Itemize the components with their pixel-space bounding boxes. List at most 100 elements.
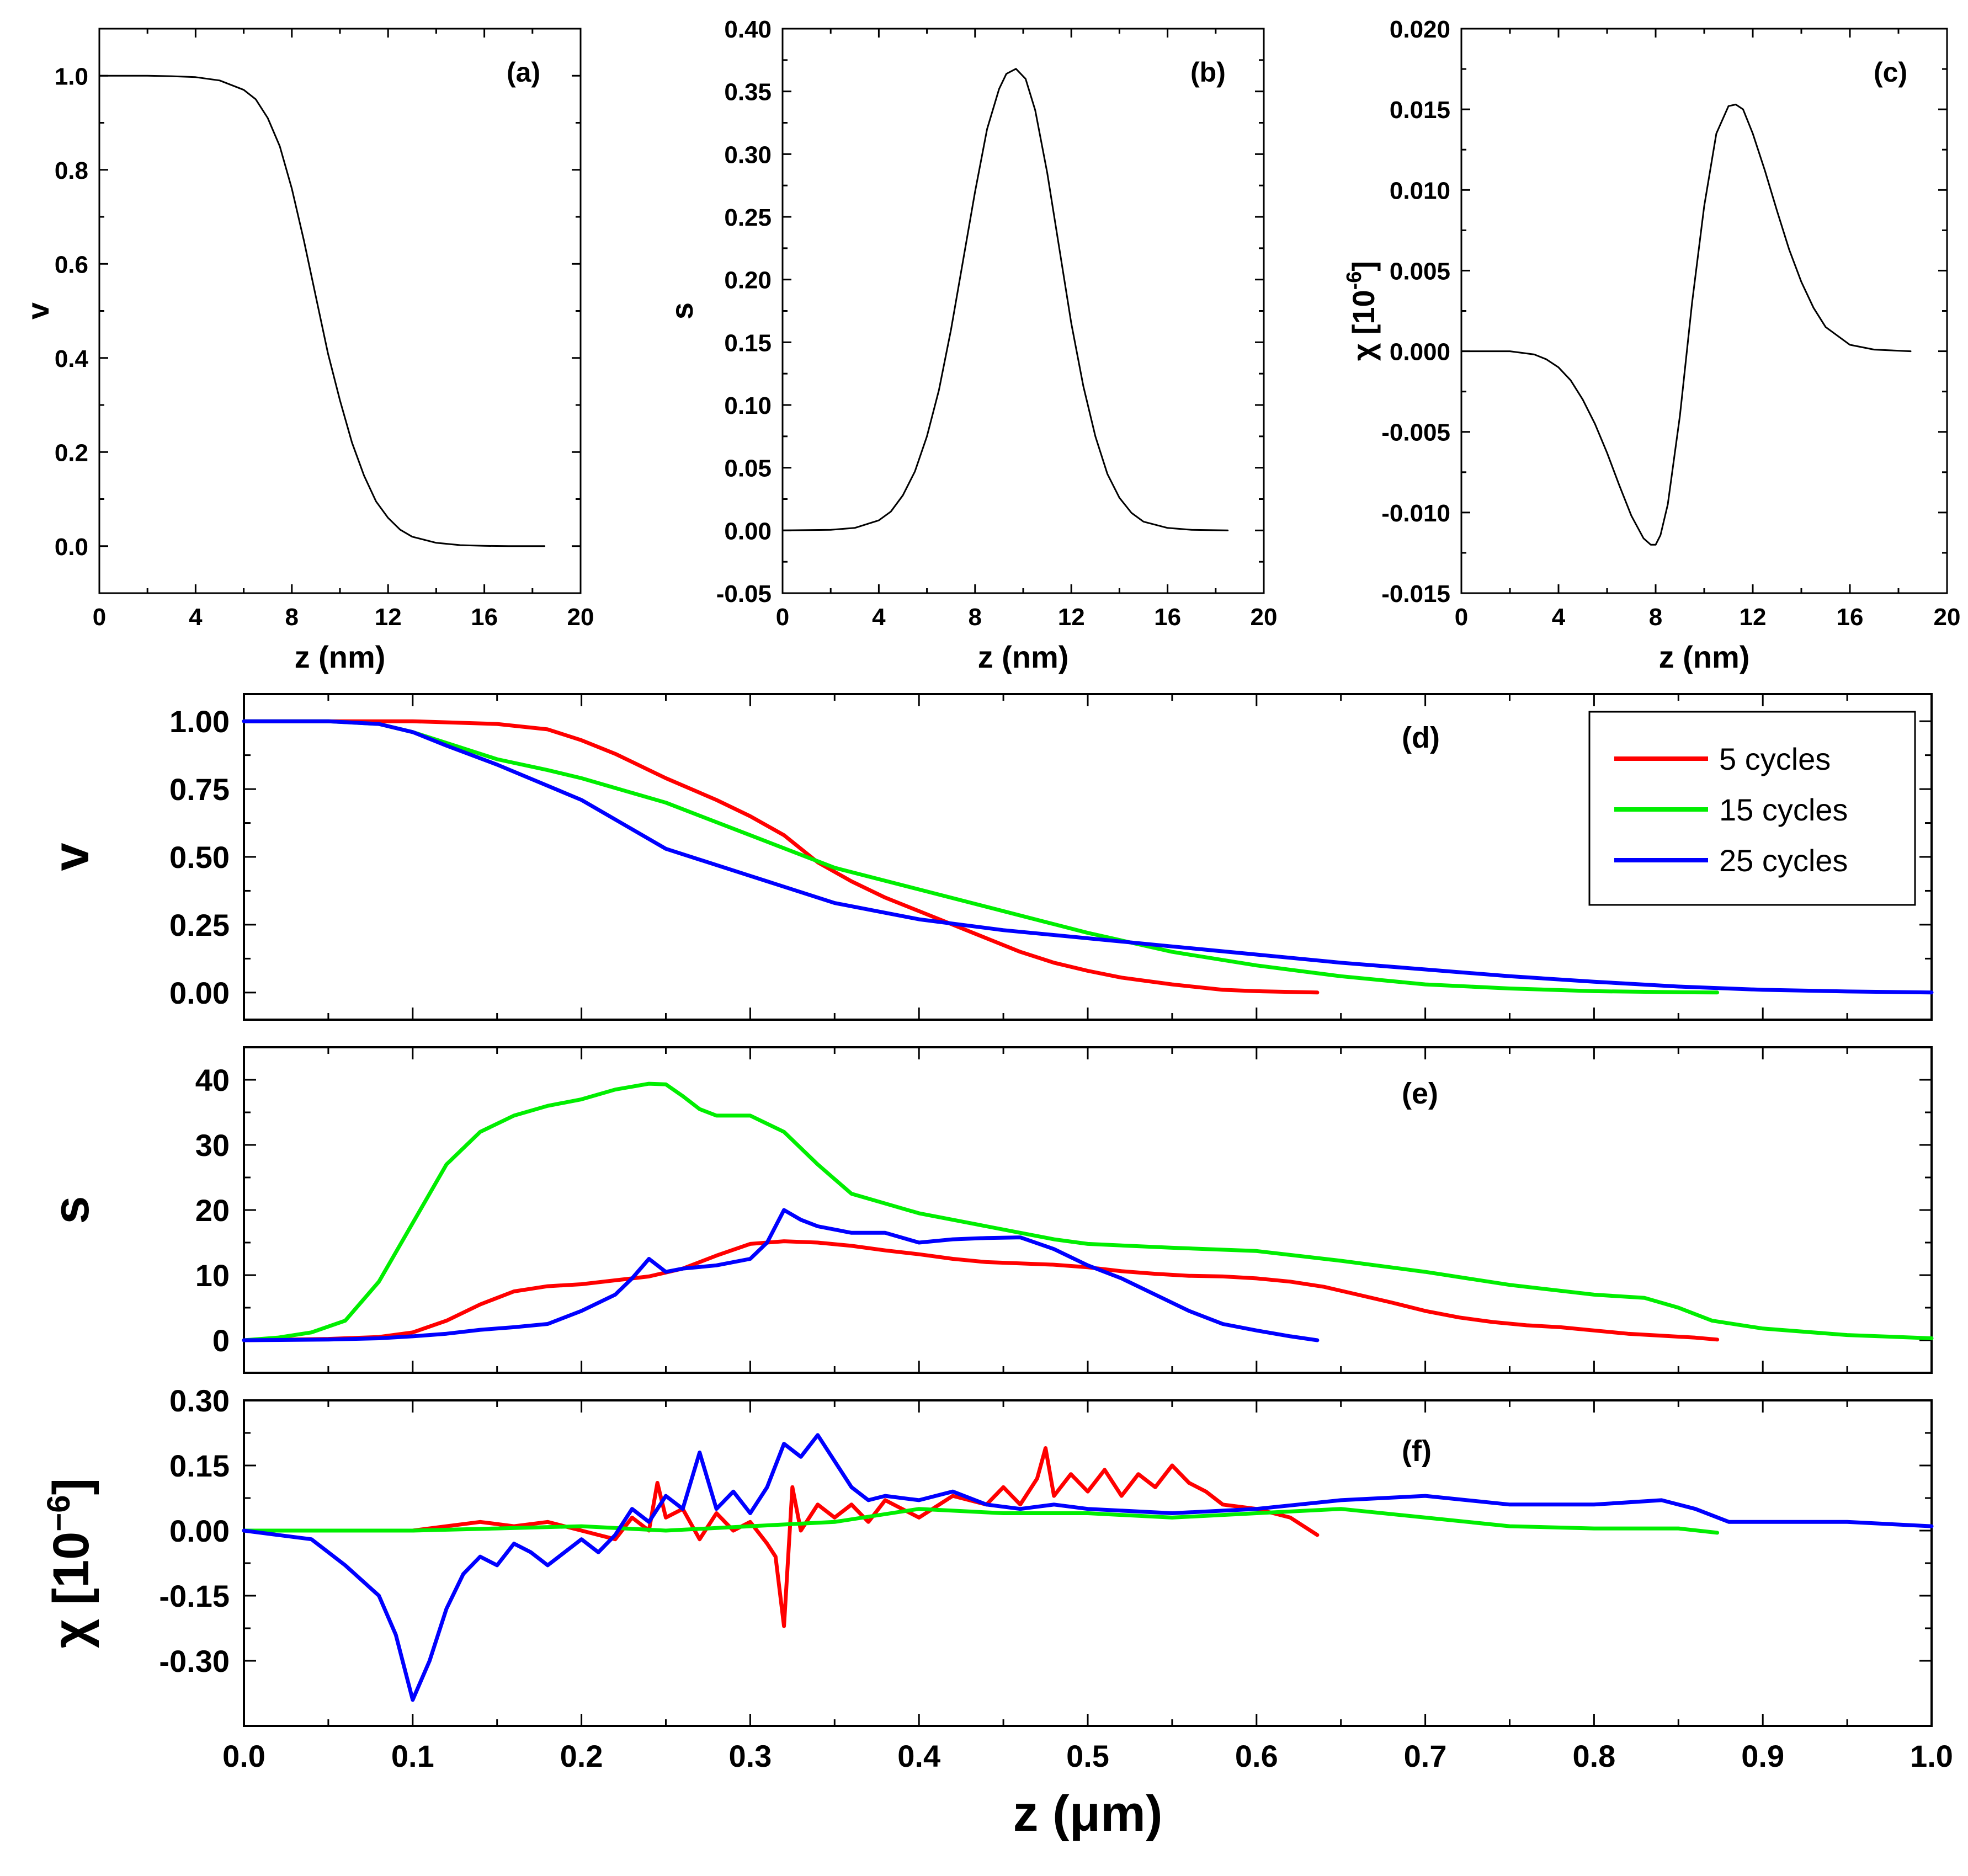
y-axis-label-e: s [43,1196,99,1224]
y-tick-label-f: 0.30 [169,1383,230,1418]
x-tick-label-b: 20 [1251,604,1278,631]
series-line-d-25-cycles [242,719,1934,995]
legend-label: 5 cycles [1719,742,1831,776]
x-tick-label-a: 0 [93,604,106,631]
legend-label: 15 cycles [1719,792,1848,827]
y-axis-label-c: χ [10-6] [1343,261,1381,361]
y-tick-label-e: 0 [212,1323,230,1358]
series-line-d-15-cycles [242,719,1720,995]
y-tick-label-d: 1.00 [169,704,230,739]
y-tick-label-b: 0.10 [724,392,772,419]
series-line-d-5-cycles [242,719,1320,995]
x-tick-label-c: 4 [1552,604,1566,631]
y-tick-label-b: 0.30 [724,141,772,168]
y-tick-label-b: 0.15 [724,329,772,356]
y-axis-label-d: v [43,843,99,871]
y-tick-label-d: 0.25 [169,908,230,942]
series-line-c-chi [1460,103,1912,546]
legend-label: 25 cycles [1719,843,1848,878]
x-tick-label-a: 4 [189,604,203,631]
x-tick-label-c: 8 [1649,604,1662,631]
plot-frame-e [243,1046,1933,1374]
x-tick-label-b: 16 [1154,604,1181,631]
x-tick-label-a: 12 [375,604,402,631]
panel-d: 0.00 0.25 0.50 0.75 1.00 v (d) 5 cycles 15 cycle… [43,693,1934,1021]
y-tick-label-f: 0.15 [169,1448,230,1483]
series-line-f-25-cycles [242,1433,1934,1702]
x-tick-label-c: 12 [1740,604,1767,631]
x-tick-label-f: 0.6 [1235,1739,1278,1773]
series-line-b-s [781,68,1229,531]
panel-label-d: (d) [1402,721,1440,754]
x-tick-label-b: 0 [776,604,789,631]
y-tick-label-f: -0.30 [159,1644,230,1678]
x-axis-label-c: z (nm) [1659,639,1750,674]
y-tick-label-a: 0.0 [55,534,88,561]
y-tick-label-c: -0.015 [1381,580,1450,607]
y-tick-label-d: 0.00 [169,976,230,1010]
y-tick-label-b: -0.05 [716,580,772,607]
x-tick-label-f: 0.1 [391,1739,434,1773]
y-tick-label-f: 0.00 [169,1513,230,1548]
y-tick-label-a: 0.8 [55,157,88,184]
y-tick-label-a: 0.6 [55,251,88,278]
y-tick-label-c: 0.000 [1390,339,1450,366]
x-tick-label-c: 20 [1934,604,1961,631]
series-line-e-5-cycles [242,1239,1720,1342]
legend: 5 cycles 15 cycles 25 cycles [1588,711,1916,906]
y-tick-label-b: 0.20 [724,267,772,294]
panel-b: 0 4 8 12 16 20 -0.05 0.00 0.05 0.10 0.15 0.20 0.25 0.… [664,16,1277,674]
x-tick-label-f: 0.7 [1404,1739,1447,1773]
x-tick-label-a: 20 [567,604,594,631]
y-tick-label-e: 20 [195,1193,230,1228]
x-tick-label-f: 0.4 [897,1739,940,1773]
x-axis-label-b: z (nm) [978,639,1069,674]
y-tick-label-d: 0.50 [169,840,230,875]
y-tick-label-c: 0.020 [1390,16,1450,43]
x-tick-label-f: 0.0 [222,1739,265,1773]
y-tick-label-a: 1.0 [55,63,88,90]
x-tick-label-b: 8 [969,604,982,631]
plot-frame-b [781,28,1265,594]
panel-a: 0 4 8 12 16 20 0.0 0.2 0.4 0.6 0.8 1.0 z (nm) v (a) [20,28,594,674]
y-tick-label-a: 0.2 [55,439,88,466]
y-tick-label-c: -0.005 [1381,419,1450,446]
x-tick-label-a: 8 [285,604,299,631]
x-tick-label-b: 4 [872,604,886,631]
panel-label-c: (c) [1874,57,1907,88]
x-axis-label-a: z (nm) [295,639,386,674]
panel-f: 0.0 0.1 0.2 0.3 0.4 0.5 0.6 0.7 0.8 0.9 1.0 -0.30 -0… [41,1383,1953,1842]
y-tick-label-c: -0.010 [1381,500,1450,527]
x-axis-label-f: z (μm) [1013,1786,1163,1842]
series-line-e-25-cycles [242,1208,1320,1342]
y-tick-label-d: 0.75 [169,772,230,807]
x-tick-label-f: 0.9 [1741,1739,1784,1773]
y-tick-label-e: 40 [195,1063,230,1097]
y-tick-label-c: 0.010 [1390,177,1450,204]
x-tick-label-f: 0.5 [1066,1739,1109,1773]
x-tick-label-a: 16 [471,604,498,631]
series-line-f-5-cycles [242,1446,1320,1628]
panel-label-e: (e) [1402,1077,1438,1110]
plot-frame-a [98,28,582,594]
plot-frame-c [1460,28,1948,594]
panel-label-a: (a) [507,57,540,88]
series-line-f-15-cycles [242,1507,1720,1535]
x-tick-label-f: 0.3 [728,1739,772,1773]
y-tick-label-b: 0.25 [724,204,772,231]
y-axis-label-b: s [664,302,699,319]
y-tick-label-a: 0.4 [55,345,89,372]
x-tick-label-c: 16 [1837,604,1864,631]
panel-label-b: (b) [1190,57,1226,88]
x-tick-label-f: 1.0 [1910,1739,1953,1773]
x-tick-label-f: 0.2 [560,1739,603,1773]
x-tick-label-c: 0 [1455,604,1468,631]
y-tick-label-b: 0.35 [724,79,772,106]
y-tick-label-b: 0.05 [724,455,772,482]
panel-label-f: (f) [1402,1435,1432,1468]
x-tick-label-b: 12 [1058,604,1085,631]
y-tick-label-c: 0.015 [1390,97,1450,124]
y-tick-label-e: 30 [195,1128,230,1163]
y-tick-label-f: -0.15 [159,1579,230,1613]
